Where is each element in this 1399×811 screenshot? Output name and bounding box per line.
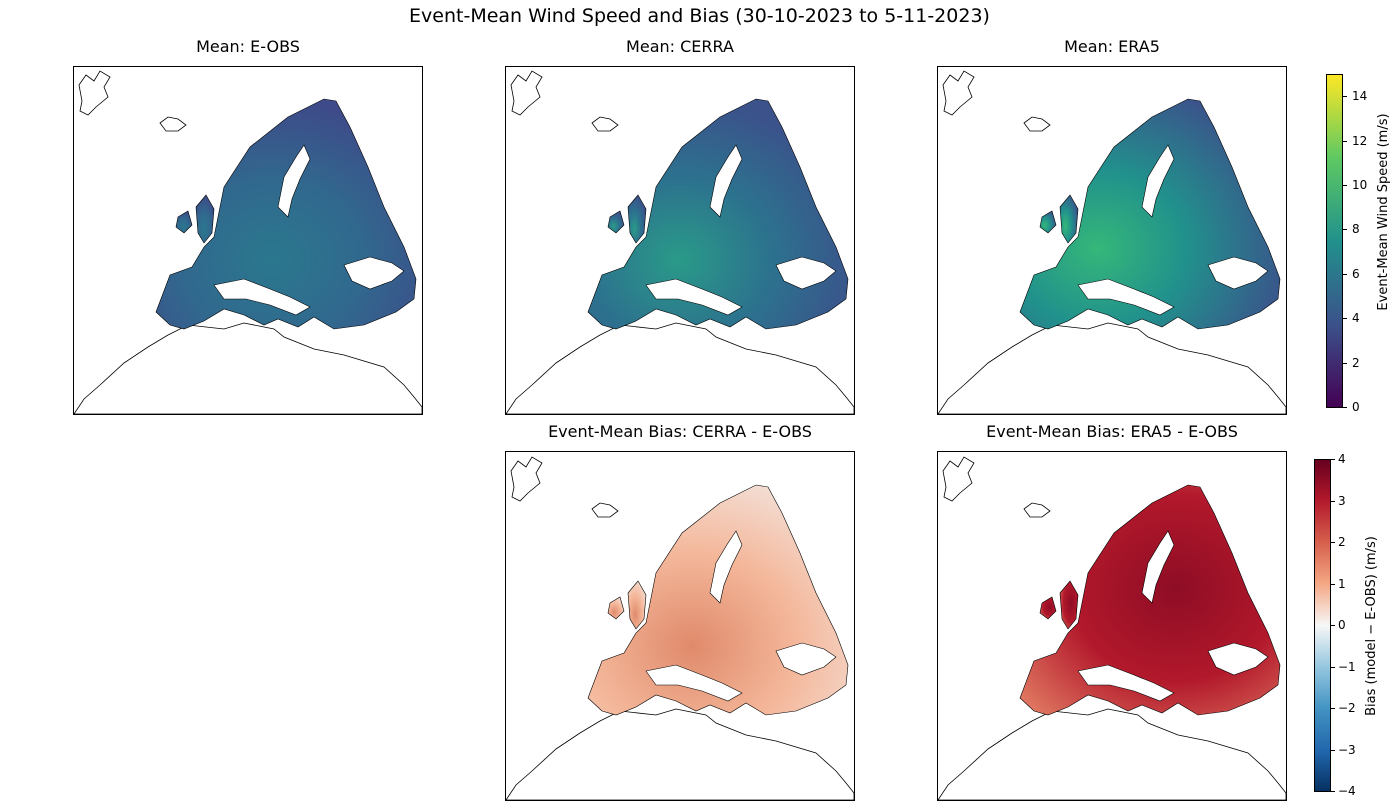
panel-title-era5-bias: Event-Mean Bias: ERA5 - E-OBS [986,422,1238,441]
coastline-greenland [510,70,543,116]
black-sea [1207,642,1269,676]
ireland [607,596,625,620]
coastline-iceland [159,116,187,132]
figure-title: Event-Mean Wind Speed and Bias (30-10-20… [409,5,990,27]
colorbar-tick-mark [1343,96,1347,97]
coastline-iceland [1023,116,1051,132]
black-sea [343,256,405,290]
black-sea [775,642,837,676]
colorbar-tick-mark [1331,542,1335,543]
mediterranean-sea [1077,664,1175,702]
great-britain [1059,580,1079,630]
panel-title-cerra-bias: Event-Mean Bias: CERRA - E-OBS [548,422,812,441]
baltic-sea [1141,144,1175,218]
colorbar-tick-label: −4 [1338,784,1356,798]
colorbar-tick-mark [1331,791,1335,792]
panel-title-era5: Mean: ERA5 [1064,37,1160,56]
colorbar-tick-label: 0 [1338,618,1346,632]
colorbar-tick-label: 2 [1352,356,1360,370]
panel-title-eobs: Mean: E-OBS [196,37,300,56]
colorbar-bias-label: Bias (model − E-OBS) (m/s) [1364,536,1379,716]
colorbar-tick-mark [1331,667,1335,668]
coastline-greenland [78,70,111,116]
colorbar-tick-mark [1331,584,1335,585]
baltic-sea [709,144,743,218]
coastline-iceland [1023,502,1051,518]
map-era5-bias [938,456,1286,800]
colorbar-tick-label: 4 [1352,311,1360,325]
baltic-sea [277,144,311,218]
mediterranean-sea [213,278,311,316]
map-panel-era5-bias [937,451,1287,801]
ireland [607,210,625,234]
black-sea [775,256,837,290]
colorbar-tick-mark [1331,708,1335,709]
mediterranean-sea [645,664,743,702]
colorbar-tick-label: 10 [1352,178,1368,192]
colorbar-speed-label: Event-Mean Wind Speed (m/s) [1376,113,1391,311]
colorbar-tick-mark [1331,750,1335,751]
coastline-north-africa [506,708,854,800]
colorbar-tick-mark [1331,501,1335,502]
coastline-greenland [942,456,975,502]
colorbar-tick-label: 4 [1338,452,1346,466]
colorbar-tick-mark [1343,185,1347,186]
colorbar-tick-mark [1343,363,1347,364]
colorbar-tick-mark [1331,625,1335,626]
colorbar-tick-label: −2 [1338,701,1356,715]
colorbar-tick-mark [1331,459,1335,460]
coastline-north-africa [74,322,422,414]
great-britain [627,580,647,630]
colorbar-tick-mark [1343,141,1347,142]
coastline-north-africa [938,322,1286,414]
colorbar-tick-mark [1343,229,1347,230]
baltic-sea [1141,530,1175,604]
map-geometry [506,70,854,414]
mediterranean-sea [1077,278,1175,316]
coastline-greenland [510,456,543,502]
map-era5 [938,70,1286,414]
ireland [175,210,193,234]
map-panel-eobs-mean [73,66,423,415]
ireland [1039,210,1057,234]
map-geometry [74,70,422,414]
map-geometry [506,456,854,800]
baltic-sea [709,530,743,604]
coastline-north-africa [506,322,854,414]
mediterranean-sea [645,278,743,316]
panel-title-cerra: Mean: CERRA [626,37,734,56]
map-geometry [938,456,1286,800]
great-britain [1059,194,1079,244]
map-panel-cerra-bias [505,451,855,801]
colorbar-tick-mark [1343,274,1347,275]
coastline-iceland [591,116,619,132]
colorbar-tick-label: 12 [1352,134,1368,148]
colorbar-tick-mark [1343,318,1347,319]
map-panel-era5-mean [937,66,1287,415]
colorbar-bias [1314,459,1331,792]
colorbar-tick-mark [1343,407,1347,408]
colorbar-tick-label: 6 [1352,267,1360,281]
colorbar-tick-label: 0 [1352,400,1360,414]
coastline-iceland [591,502,619,518]
colorbar-tick-label: −3 [1338,743,1356,757]
great-britain [627,194,647,244]
colorbar-speed [1326,74,1343,408]
coastline-greenland [942,70,975,116]
map-geometry [938,70,1286,414]
colorbar-tick-label: 14 [1352,89,1368,103]
colorbar-tick-label: 1 [1338,577,1346,591]
map-cerra [506,70,854,414]
map-eobs [74,70,422,414]
colorbar-tick-label: 2 [1338,535,1346,549]
colorbar-tick-label: 3 [1338,494,1346,508]
great-britain [195,194,215,244]
black-sea [1207,256,1269,290]
ireland [1039,596,1057,620]
colorbar-tick-label: 8 [1352,222,1360,236]
colorbar-tick-label: −1 [1338,660,1356,674]
coastline-north-africa [938,708,1286,800]
map-panel-cerra-mean [505,66,855,415]
map-cerra-bias [506,456,854,800]
